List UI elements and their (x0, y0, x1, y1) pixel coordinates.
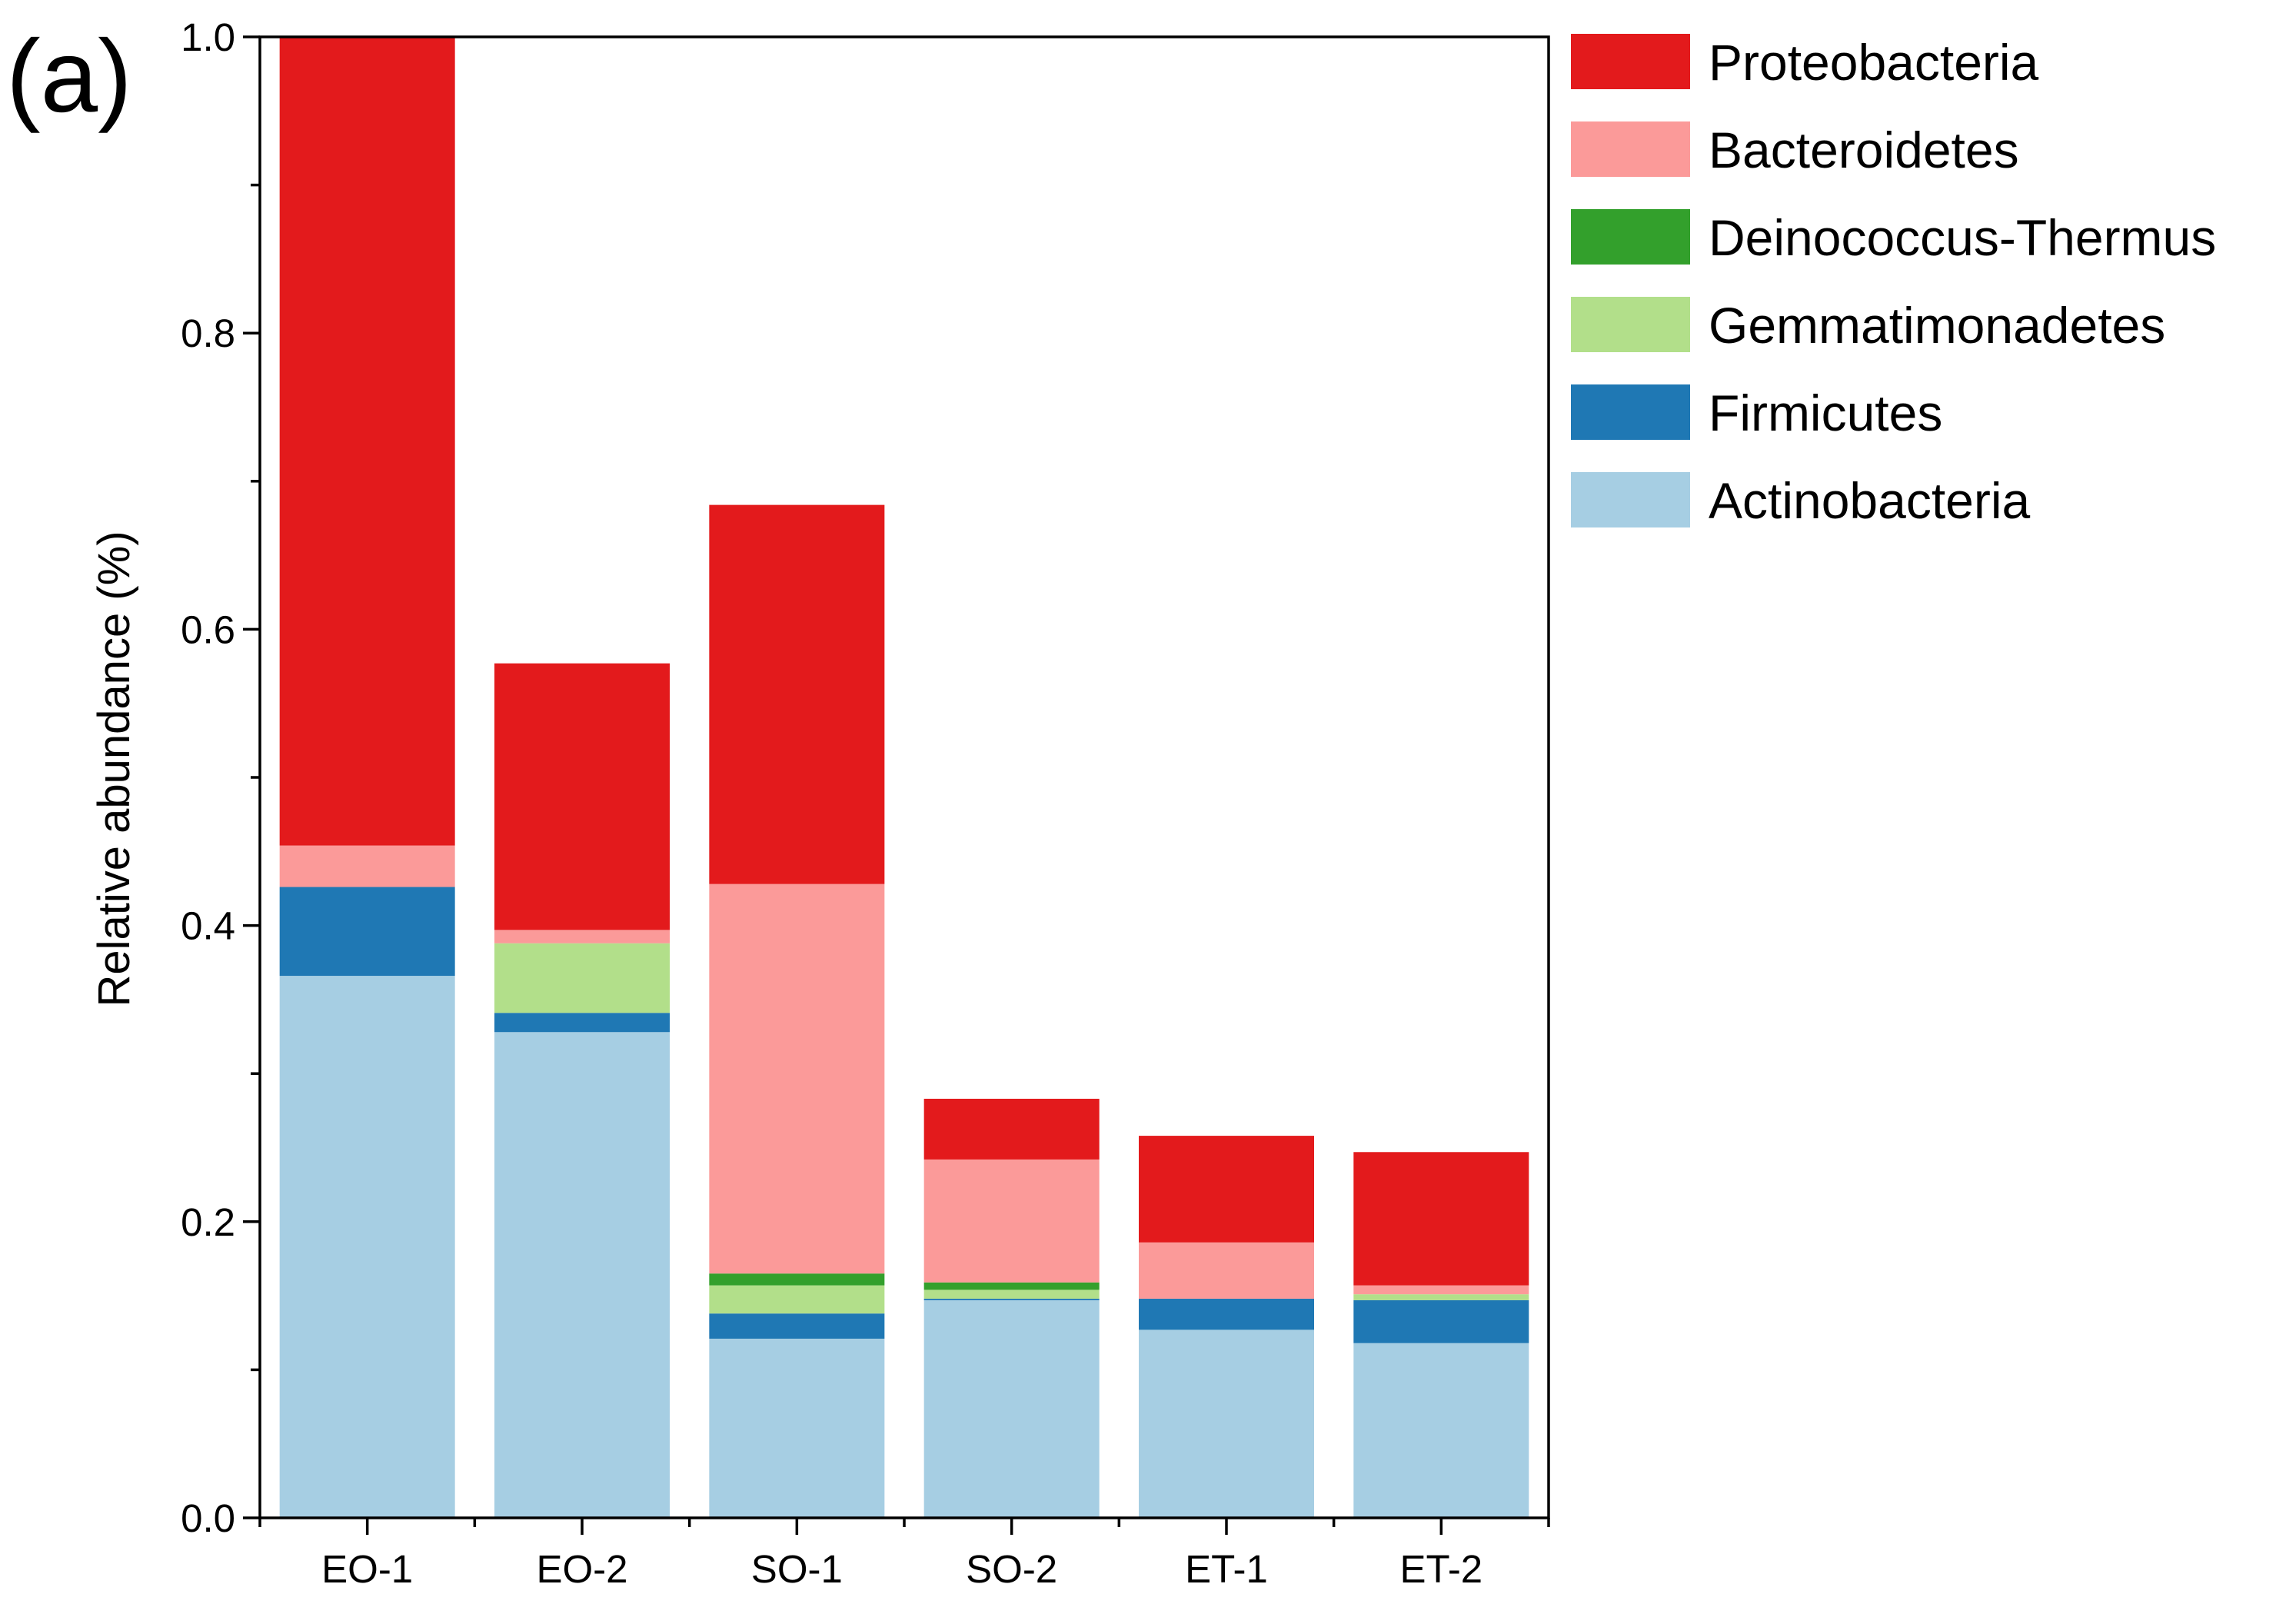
bar-segment-et-2-bacteroidetes (1353, 1285, 1529, 1295)
legend-swatch-proteobacteria (1571, 34, 1690, 89)
bar-segment-et-2-firmicutes (1353, 1300, 1529, 1343)
bar-segment-so-1-firmicutes (709, 1313, 885, 1339)
legend-label-proteobacteria: Proteobacteria (1709, 34, 2039, 91)
y-tick-label: 1.0 (181, 15, 235, 59)
bar-segment-et-2-actinobacteria (1353, 1343, 1529, 1518)
bar-segment-so-2-proteobacteria (923, 1098, 1100, 1160)
bar-segment-eo-1-firmicutes (279, 887, 455, 977)
bar-segment-so-2-deinococcus-thermus (923, 1282, 1100, 1290)
legend-swatch-firmicutes (1571, 384, 1690, 440)
bar-segment-et-1-bacteroidetes (1139, 1242, 1314, 1299)
bar-segment-so-1-bacteroidetes (709, 884, 885, 1274)
legend-label-gemmatimonadetes: Gemmatimonadetes (1709, 297, 2165, 354)
bar-segment-so-1-actinobacteria (709, 1338, 885, 1518)
bars-group (279, 37, 1529, 1518)
bar-segment-so-1-gemmatimonadetes (709, 1285, 885, 1314)
bar-segment-so-1-proteobacteria (709, 504, 885, 884)
bar-segment-so-2-gemmatimonadetes (923, 1290, 1100, 1299)
legend-label-deinococcus-thermus: Deinococcus-Thermus (1709, 209, 2216, 266)
bar-segment-so-1-deinococcus-thermus (709, 1273, 885, 1286)
legend-swatch-gemmatimonadetes (1571, 297, 1690, 352)
legend-label-firmicutes: Firmicutes (1709, 384, 1942, 441)
x-tick-label-et-2: ET-2 (1399, 1547, 1482, 1591)
axes-group: 0.0 0.2 0.4 0.6 0.8 1.0 EO-1 EO-2 SO-1 SO-2 ET-1 ET… (181, 15, 1550, 1591)
bar-segment-eo-2-proteobacteria (494, 663, 670, 930)
legend-label-bacteroidetes: Bacteroidetes (1709, 121, 2019, 178)
y-tick-label: 0.0 (181, 1496, 235, 1540)
bar-segment-eo-2-bacteroidetes (494, 930, 670, 943)
x-tick-label-et-1: ET-1 (1185, 1547, 1268, 1591)
bar-segment-et-2-proteobacteria (1353, 1152, 1529, 1286)
x-tick-label-so-2: SO-2 (966, 1547, 1057, 1591)
bar-segment-so-2-bacteroidetes (923, 1159, 1100, 1283)
y-tick-label: 0.6 (181, 607, 235, 651)
bar-segment-so-2-firmicutes (923, 1298, 1100, 1300)
x-tick-label-eo-2: EO-2 (536, 1547, 627, 1591)
panel-label: (a) (6, 19, 132, 134)
legend-label-actinobacteria: Actinobacteria (1709, 472, 2031, 529)
bar-segment-et-1-actinobacteria (1139, 1329, 1314, 1518)
bar-segment-et-2-gemmatimonadetes (1353, 1294, 1529, 1300)
x-tick-label-eo-1: EO-1 (321, 1547, 413, 1591)
bar-segment-eo-2-actinobacteria (494, 1032, 670, 1518)
y-tick-label: 0.2 (181, 1200, 235, 1244)
y-tick-label: 0.4 (181, 904, 235, 948)
bar-segment-so-2-actinobacteria (923, 1300, 1100, 1518)
legend: Proteobacteria Bacteroidetes Deinococcus-T… (1571, 34, 2216, 529)
y-tick-label: 0.8 (181, 311, 235, 355)
legend-swatch-deinococcus-thermus (1571, 209, 1690, 265)
legend-swatch-bacteroidetes (1571, 121, 1690, 177)
bar-segment-et-1-proteobacteria (1139, 1136, 1314, 1243)
bar-segment-eo-1-actinobacteria (279, 976, 455, 1518)
bar-segment-eo-2-firmicutes (494, 1013, 670, 1033)
y-axis-title: Relative abundance (%) (89, 531, 139, 1007)
x-tick-label-so-1: SO-1 (751, 1547, 843, 1591)
bar-segment-eo-1-proteobacteria (279, 37, 455, 846)
legend-swatch-actinobacteria (1571, 472, 1690, 527)
bar-segment-eo-1-bacteroidetes (279, 845, 455, 887)
bar-segment-et-1-firmicutes (1139, 1298, 1314, 1330)
bar-segment-eo-2-gemmatimonadetes (494, 943, 670, 1013)
